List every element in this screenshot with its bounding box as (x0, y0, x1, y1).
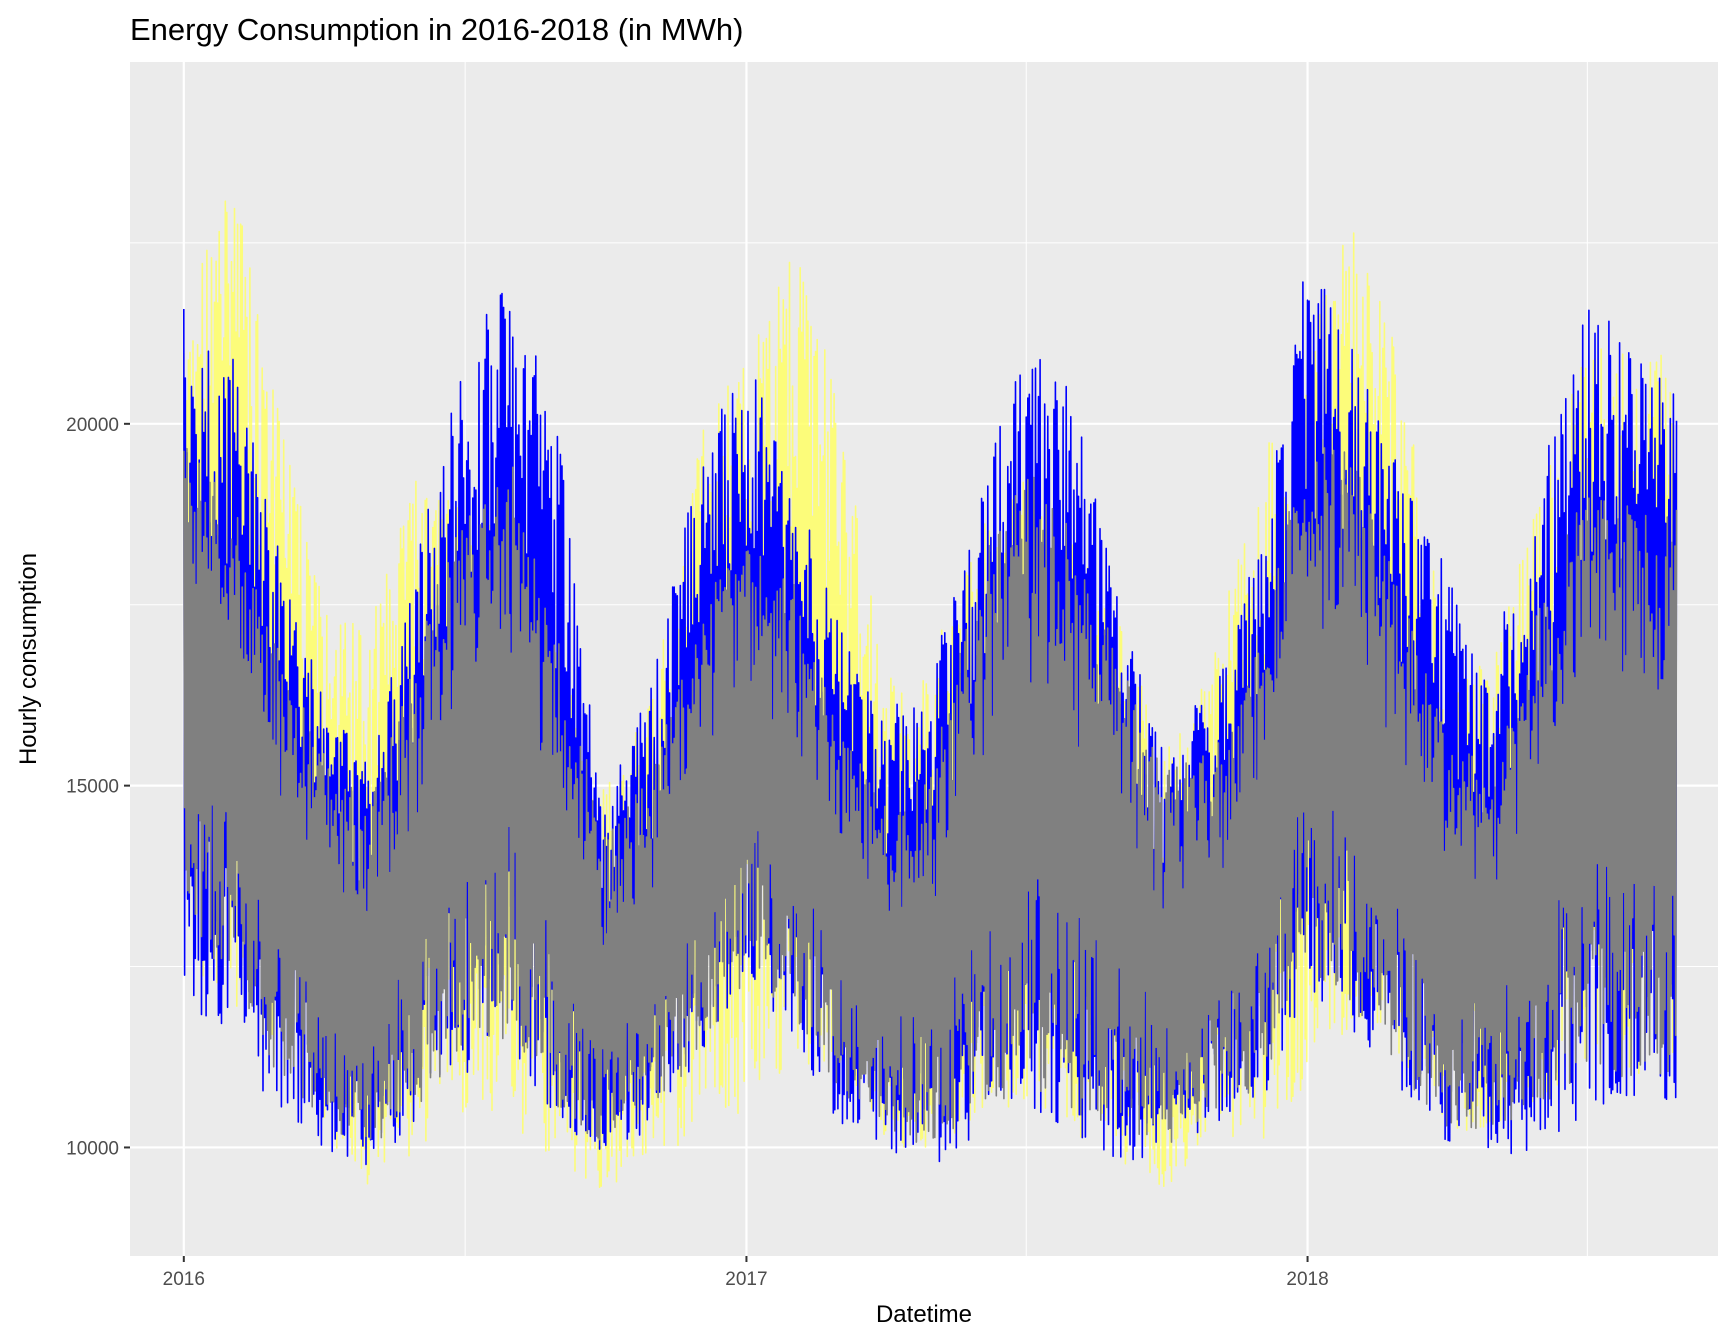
x-tick-label: 2016 (163, 1269, 205, 1290)
axis-ticks (124, 422, 1309, 1262)
y-tick-label: 10000 (66, 1138, 119, 1159)
y-tick-label: 15000 (66, 777, 119, 798)
series-layer (183, 200, 1678, 1189)
y-axis-title: Hourly consumption (15, 553, 42, 765)
x-tick-label: 2017 (725, 1269, 767, 1290)
series-line-3 (183, 447, 1678, 1143)
x-tick-label: 2018 (1286, 1269, 1328, 1290)
y-tick-label: 20000 (66, 415, 119, 436)
x-axis-title: Datetime (876, 1301, 972, 1328)
tick-labels: 10000 15000 20000 2016 2017 2018 (66, 415, 1329, 1290)
chart-title: Energy Consumption in 2016-2018 (in MWh) (130, 12, 743, 47)
